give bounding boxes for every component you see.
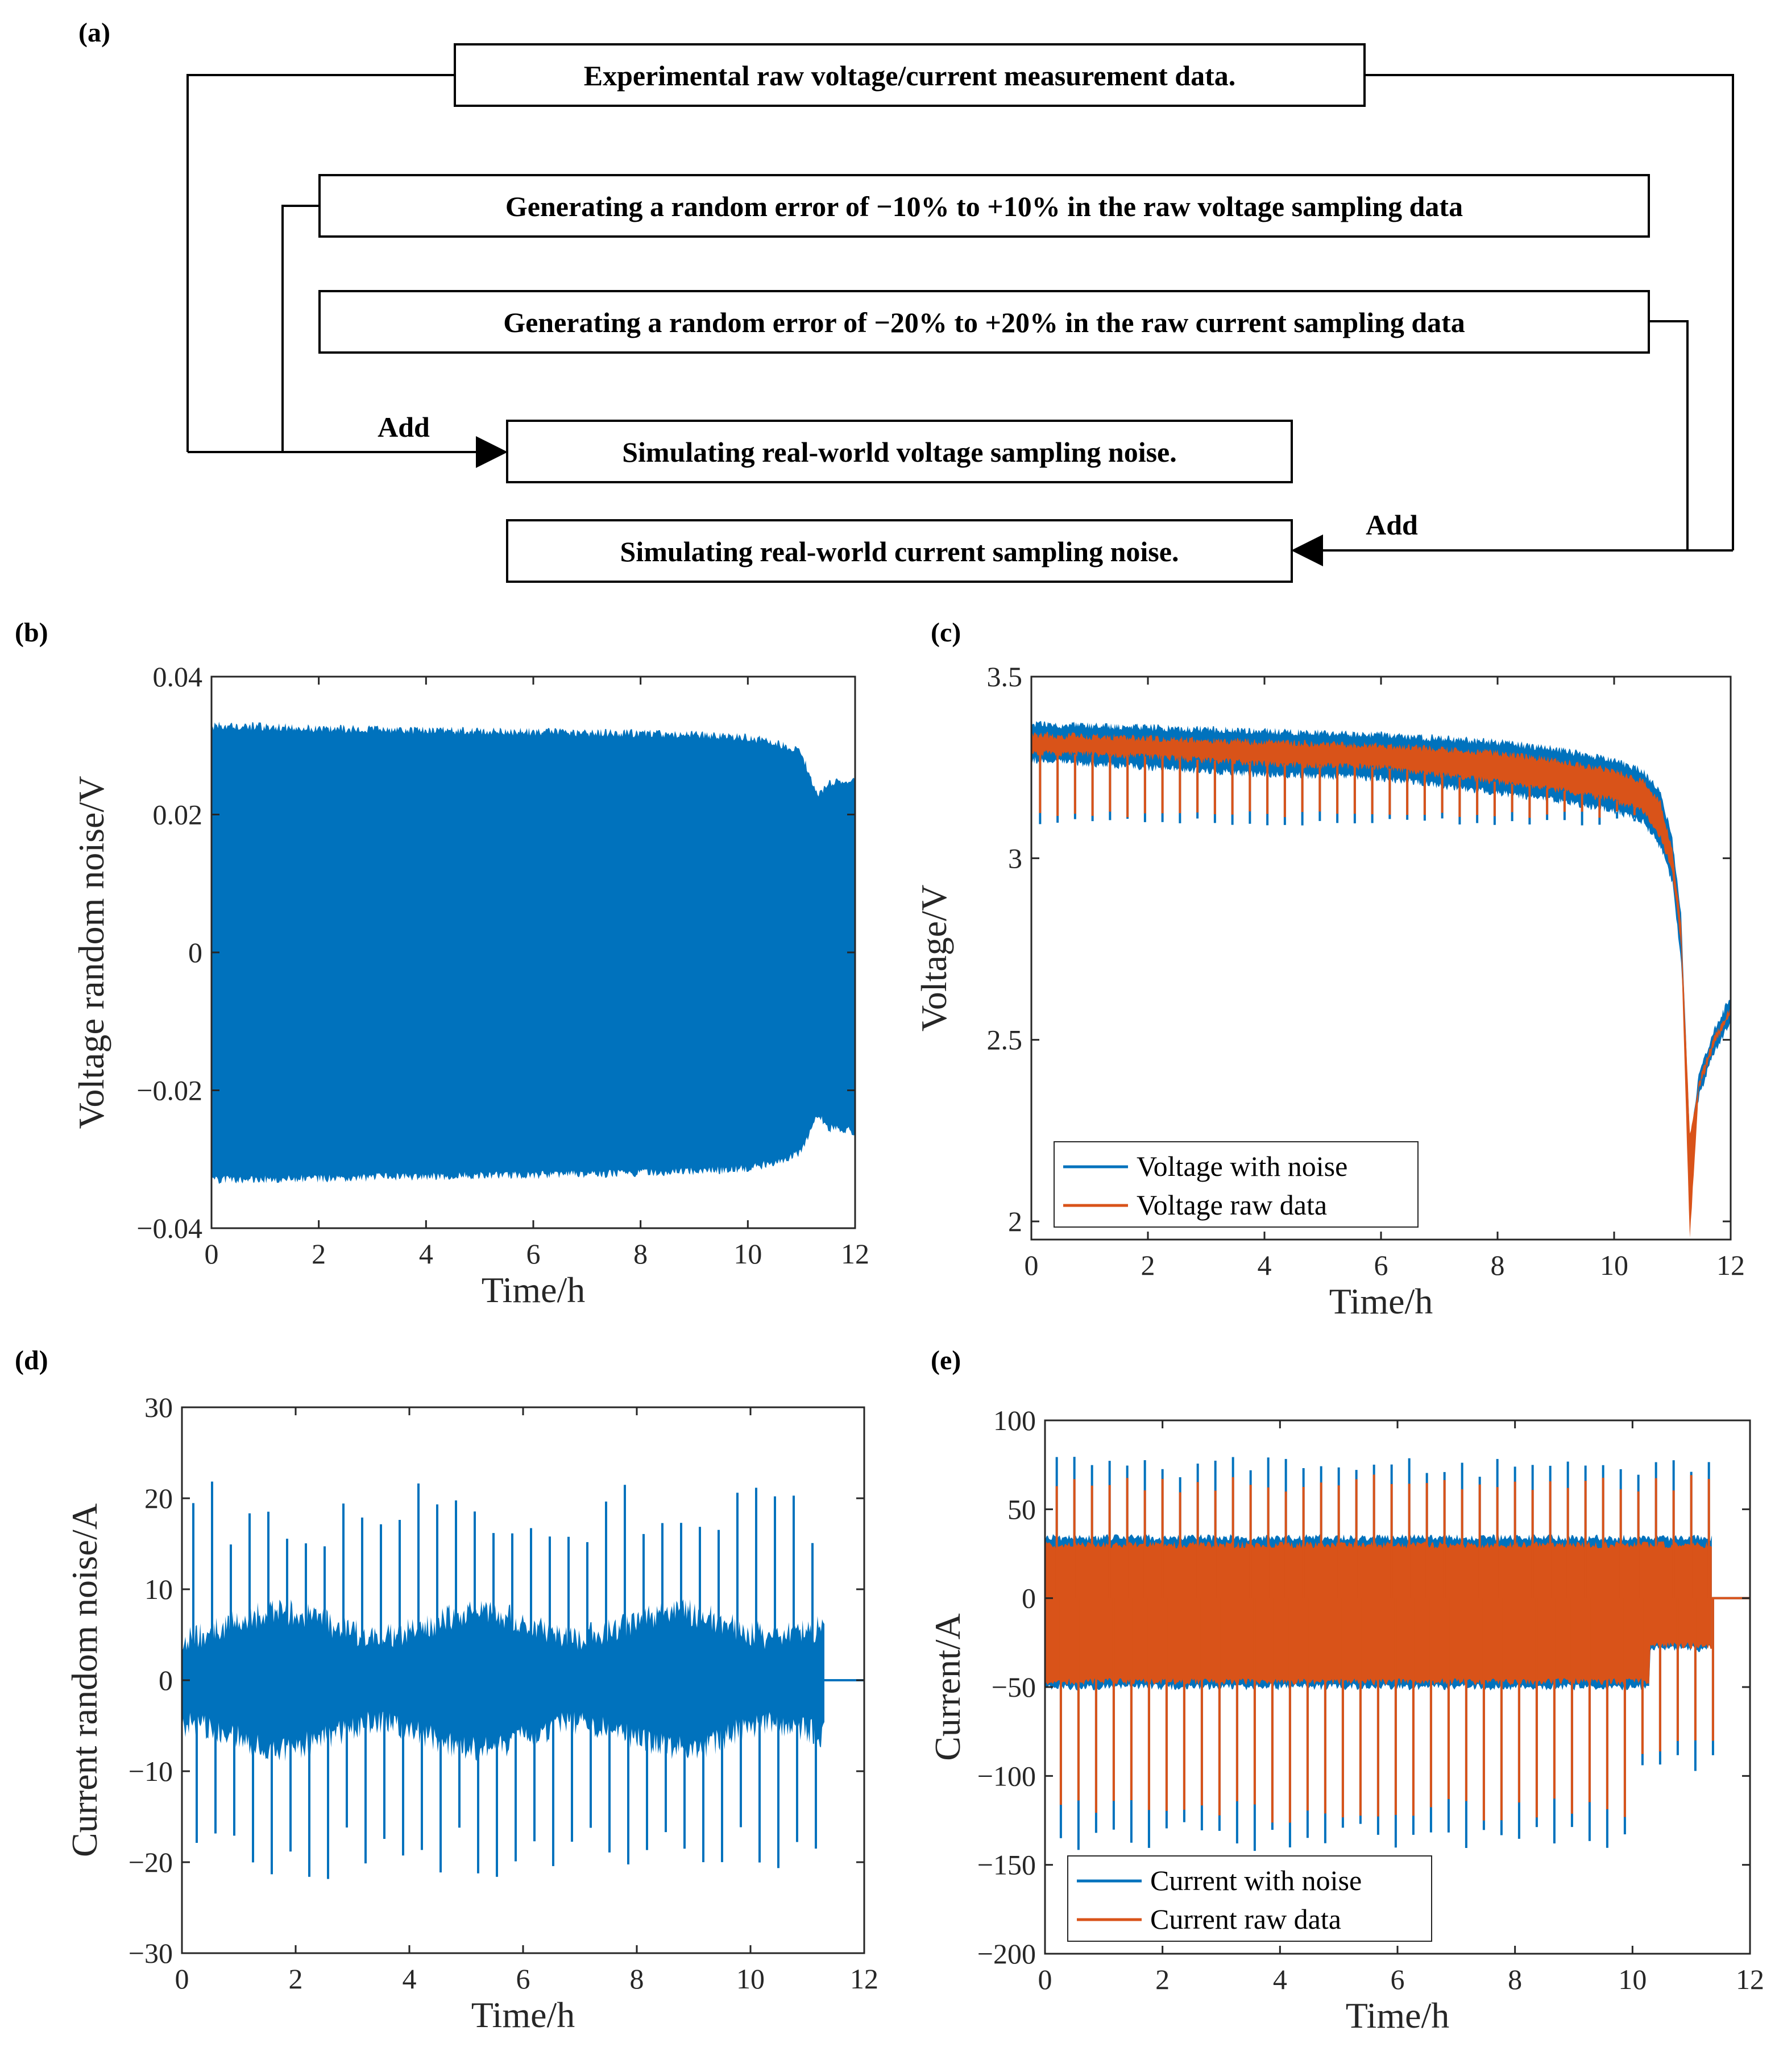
x-tick-label: 2 <box>1155 1963 1170 1995</box>
x-tick-label: 12 <box>1736 1963 1764 1995</box>
chart-voltage: 0 2 4 6 8 10 1222.533.5Time/hVoltage/VVoltage … <box>914 661 1745 1321</box>
voltage-raw-spikes <box>1039 753 1653 824</box>
x-tick-label: 6 <box>526 1238 541 1270</box>
panel-label-c: (c) <box>931 618 961 648</box>
y-tick-label: 30 <box>144 1391 173 1423</box>
y-tick-label: 50 <box>1007 1493 1036 1525</box>
x-tick-label: 2 <box>1141 1249 1155 1281</box>
legend-entry: Current with noise <box>1150 1864 1362 1896</box>
y-tick-label: 100 <box>993 1404 1036 1436</box>
legend-entry: Current raw data <box>1150 1903 1341 1935</box>
panel-label-e: (e) <box>931 1345 961 1375</box>
box-raw-text: Experimental raw voltage/current measure… <box>584 60 1236 92</box>
box-current-error-text: Generating a random error of −20% to +20… <box>503 306 1465 338</box>
add-label-right: Add <box>1366 509 1418 541</box>
y-tick-label: −100 <box>977 1760 1036 1792</box>
y-tick-label: −0.04 <box>136 1212 202 1244</box>
legend-entry: Voltage with noise <box>1137 1150 1347 1182</box>
current-noise-spikes <box>192 1481 817 1879</box>
legend-box <box>1054 1141 1419 1228</box>
y-tick-label: 3 <box>1008 842 1022 874</box>
connector-voltage-error <box>281 205 320 452</box>
x-tick-label: 10 <box>733 1238 762 1270</box>
x-tick-label: 4 <box>419 1238 433 1270</box>
series-voltage-noise <box>212 722 855 1184</box>
series-current-noise <box>182 1599 824 1762</box>
y-axis-label: Voltage/V <box>914 885 954 1031</box>
connector-current-error <box>1649 320 1689 550</box>
x-tick-label: 6 <box>1374 1249 1388 1281</box>
y-tick-label: −200 <box>977 1938 1036 1970</box>
legend-entry: Voltage raw data <box>1137 1189 1327 1221</box>
box-current-sim-text: Simulating real-world current sampling n… <box>620 536 1179 567</box>
x-tick-label: 10 <box>1600 1249 1628 1281</box>
chart-current: 0 2 4 6 8 10 12 −200 −150 −100 −50 0 50 100 Time/h Curr… <box>927 1404 1764 2036</box>
x-tick-label: 6 <box>1391 1963 1405 1995</box>
x-tick-label: 10 <box>1618 1963 1647 1995</box>
y-tick-label: 2.5 <box>987 1024 1023 1056</box>
add-label-left: Add <box>378 411 430 443</box>
chart-current-noise: 0 2 4 6 8 10 12 −30 −20 −10 0 10 20 30 Time/h Current r… <box>64 1391 878 2035</box>
legend: Current with noise Current raw data <box>1067 1855 1432 1942</box>
panel-label-b: (b) <box>15 618 48 648</box>
y-axis-label: Voltage random noise/V <box>71 776 111 1129</box>
current-raw-spikes <box>1055 1474 1714 1823</box>
y-tick-label: 10 <box>144 1573 173 1605</box>
box-voltage-sim <box>506 420 1293 483</box>
x-tick-label: 12 <box>841 1238 869 1270</box>
y-tick-label: 20 <box>144 1482 173 1514</box>
box-voltage-sim-text: Simulating real-world voltage sampling n… <box>622 436 1177 468</box>
flow-diagram: Experimental raw voltage/current measure… <box>186 43 1734 583</box>
y-tick-label: −10 <box>128 1755 173 1787</box>
x-tick-label: 12 <box>1716 1249 1745 1281</box>
x-tick-label: 10 <box>736 1963 765 1995</box>
y-tick-label: −30 <box>128 1937 173 1969</box>
y-tick-label: 0 <box>1022 1582 1036 1614</box>
x-tick-label: 8 <box>1508 1963 1522 1995</box>
legend-box <box>1067 1855 1432 1942</box>
y-tick-label: −150 <box>977 1849 1036 1881</box>
x-tick-label: 2 <box>312 1238 326 1270</box>
y-tick-label: 3.5 <box>987 661 1023 693</box>
x-tick-label: 0 <box>175 1963 189 1995</box>
y-tick-label: −0.02 <box>136 1075 202 1107</box>
y-tick-label: −20 <box>128 1846 173 1878</box>
box-current-sim <box>506 519 1293 583</box>
y-axis-label: Current random noise/A <box>64 1503 105 1857</box>
x-axis-label: Time/h <box>1346 1995 1450 2036</box>
connector-raw-right <box>1365 74 1734 550</box>
x-tick-label: 8 <box>633 1238 648 1270</box>
y-tick-label: 0.04 <box>153 661 203 693</box>
x-tick-label: 4 <box>1273 1963 1287 1995</box>
connector-raw-left <box>186 74 455 452</box>
chart-voltage-noise: 0 2 4 6 8 10 12 −0.04 −0.02 0 0.02 0.04 Time/h Voltag… <box>71 661 869 1310</box>
x-axis-label: Time/h <box>471 1995 575 2035</box>
x-axis-label: Time/h <box>1329 1281 1433 1321</box>
x-tick-label: 2 <box>289 1963 303 1995</box>
y-tick-label: 2 <box>1008 1205 1022 1237</box>
x-tick-label: 8 <box>630 1963 644 1995</box>
panel-label-d: (d) <box>15 1345 48 1375</box>
panel-label-a: (a) <box>78 18 110 48</box>
legend: Voltage with noise Voltage raw data <box>1054 1141 1419 1228</box>
x-tick-label: 12 <box>850 1963 878 1995</box>
x-tick-label: 6 <box>516 1963 530 1995</box>
box-voltage-error-text: Generating a random error of −10% to +10… <box>505 190 1463 222</box>
y-tick-label: 0 <box>188 936 202 968</box>
y-tick-label: 0 <box>159 1664 173 1696</box>
x-axis-label: Time/h <box>482 1270 586 1310</box>
x-tick-label: 8 <box>1491 1249 1505 1281</box>
x-tick-label: 0 <box>1038 1963 1052 1995</box>
y-axis-label: Current/A <box>927 1613 968 1761</box>
x-tick-label: 4 <box>403 1963 417 1995</box>
x-tick-label: 0 <box>1025 1249 1039 1281</box>
y-tick-label: 0.02 <box>153 799 203 831</box>
box-current-error <box>318 290 1650 354</box>
y-tick-label: −50 <box>992 1671 1036 1703</box>
x-tick-label: 0 <box>205 1238 219 1270</box>
x-tick-label: 4 <box>1258 1249 1272 1281</box>
